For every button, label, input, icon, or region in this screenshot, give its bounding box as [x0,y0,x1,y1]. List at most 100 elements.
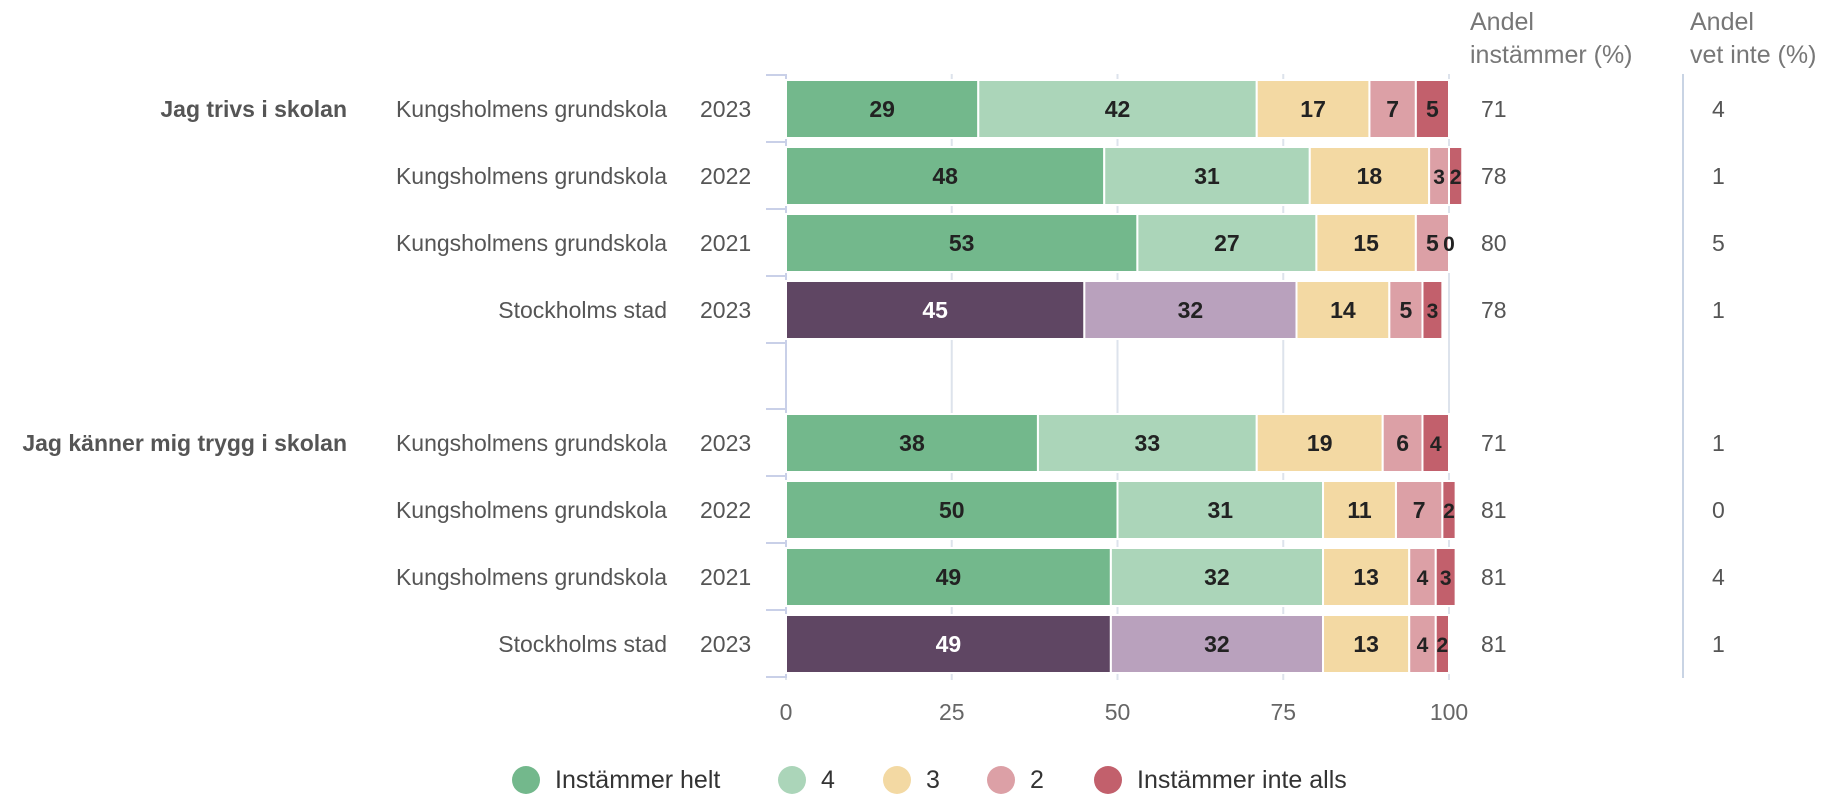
bar-data-label: 2 [1437,634,1449,657]
legend-swatch [987,766,1015,794]
bar-segment [785,79,980,139]
bar-data-label: 49 [936,631,962,657]
row-year-label: 2023 [700,297,751,323]
header-andel-instammer-line1: Andel [1470,8,1534,36]
bar-segment [977,79,1258,139]
legend-label: 4 [821,766,835,794]
bar-data-label: 13 [1353,631,1379,657]
bar-data-label: 18 [1357,163,1383,189]
andel-vet-inte-value: 5 [1712,230,1725,256]
bar-data-label: 3 [1433,166,1445,189]
andel-instammer-value: 81 [1481,631,1507,657]
bar-segment [1136,213,1318,273]
andel-instammer-value: 81 [1481,497,1507,523]
andel-vet-inte-value: 4 [1712,96,1725,122]
legend-swatch [1094,766,1122,794]
legend-swatch [883,766,911,794]
bar-segment [1434,547,1457,607]
column-headers: Andel instämmer (%) Andel vet inte (%) [1470,8,1816,69]
bar-data-label: 17 [1300,96,1326,122]
bar-data-label: 32 [1178,297,1204,323]
bar-data-label: 2 [1443,500,1455,523]
bar-segment [785,547,1112,607]
row-year-label: 2022 [700,497,751,523]
row-name-label: Kungsholmens grundskola [396,564,667,590]
bar-data-label: 33 [1135,430,1161,456]
bar-segment [785,413,1039,473]
bar-segment [1322,614,1411,674]
bar-segment [1421,280,1444,340]
x-tick-label: 75 [1270,699,1296,725]
bar-segment [1295,280,1391,340]
bar-segment [785,614,1112,674]
bar-data-label: 2 [1450,166,1462,189]
bar-segment [1255,413,1384,473]
row-year-label: 2023 [700,430,751,456]
andel-instammer-value: 71 [1481,430,1507,456]
bar-data-label: 11 [1347,497,1372,523]
legend-label: 3 [926,766,940,794]
bar-data-label: 50 [939,497,965,523]
bar-segment [1322,480,1397,540]
header-andel-vet-inte-line1: Andel [1690,8,1754,36]
bar-segment [1434,614,1450,674]
bar-segment [1408,547,1437,607]
bar-data-label: 49 [936,564,962,590]
legend-label: Instämmer inte alls [1137,766,1347,794]
x-tick-label: 100 [1430,699,1468,725]
bar-data-label: 3 [1440,567,1452,590]
row-year-label: 2021 [700,564,751,590]
row-year-label: 2023 [700,96,751,122]
bar-data-label: 48 [932,163,958,189]
x-tick-label: 50 [1105,699,1131,725]
row-name-label: Kungsholmens grundskola [396,230,667,256]
bars: 29 42 17 7 548 31 18 3 253 27 15 5 045 32 14 5 338 33 19 6 4… [785,79,1464,674]
legend-swatch [512,766,540,794]
bar-data-label: 14 [1330,297,1356,323]
bar-segment [1414,213,1450,273]
question-label: Jag trivs i skolan [160,96,347,122]
bar-data-label: 32 [1204,564,1230,590]
row-name-label: Kungsholmens grundskola [396,163,667,189]
row-name-label: Stockholms stad [498,631,667,657]
bar-segment [1441,480,1457,540]
andel-vet-inte-value: 0 [1712,497,1725,523]
row-year-label: 2023 [700,631,751,657]
legend: Instämmer helt 4 3 2 Instämmer inte alls [512,766,1347,794]
bar-data-label: 42 [1105,96,1131,122]
andel-vet-inte-value: 1 [1712,430,1725,456]
bar-segment [785,146,1106,206]
legend-label: 2 [1030,766,1044,794]
row-name-label: Stockholms stad [498,297,667,323]
bar-segment [1421,413,1450,473]
bar-data-label: 45 [922,297,948,323]
bar-data-label: 32 [1204,631,1230,657]
row-name-label: Kungsholmens grundskola [396,430,667,456]
question-label: Jag känner mig trygg i skolan [22,430,347,456]
row-year-label: 2022 [700,163,751,189]
andel-vet-inte-value: 1 [1712,297,1725,323]
bar-segment [1036,413,1258,473]
bar-segment [1083,280,1298,340]
row-name-label: Kungsholmens grundskola [396,497,667,523]
bar-segment [1116,480,1325,540]
bar-data-label: 31 [1194,163,1220,189]
x-tick-label: 25 [939,699,965,725]
legend-label: Instämmer helt [555,766,720,794]
row-labels: Jag trivs i skolan Kungsholmens grundskol… [22,96,1725,657]
bar-data-label: 7 [1413,497,1426,523]
bar-segment [1109,547,1325,607]
andel-vet-inte-value: 1 [1712,631,1725,657]
andel-instammer-value: 81 [1481,564,1507,590]
bar-segment [1308,146,1431,206]
andel-vet-inte-value: 1 [1712,163,1725,189]
bar-data-label: 5 [1426,96,1439,122]
bar-data-label: 13 [1353,564,1379,590]
bar-data-label: 31 [1207,497,1233,523]
bar-data-label: 4 [1430,433,1442,456]
bar-data-label: 15 [1353,230,1379,256]
bar-data-label: 27 [1214,230,1240,256]
legend-swatch [778,766,806,794]
row-year-label: 2021 [700,230,751,256]
